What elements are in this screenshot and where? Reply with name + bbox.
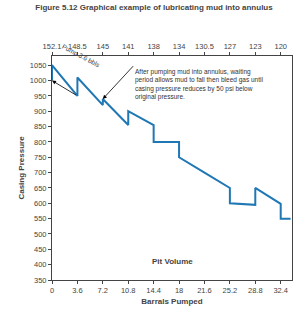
svg-text:Barrals Pumped: Barrals Pumped (141, 297, 202, 306)
svg-text:25.2: 25.2 (223, 286, 238, 295)
svg-text:550: 550 (34, 214, 47, 223)
svg-text:600: 600 (34, 199, 47, 208)
svg-text:130.5: 130.5 (195, 42, 214, 51)
svg-text:Casing Pressure: Casing Pressure (17, 136, 26, 200)
svg-text:700: 700 (34, 168, 47, 177)
svg-text:21.6: 21.6 (197, 286, 212, 295)
svg-text:850: 850 (34, 122, 47, 131)
svg-text:750: 750 (34, 153, 47, 162)
svg-text:123: 123 (249, 42, 262, 51)
svg-text:Figure 5.12 Graphical example: Figure 5.12 Graphical example of lubrica… (35, 3, 273, 12)
svg-text:152.1: 152.1 (43, 42, 62, 51)
svg-text:800: 800 (34, 138, 47, 147)
svg-text:127: 127 (224, 42, 237, 51)
svg-text:145: 145 (97, 42, 110, 51)
svg-text:0: 0 (50, 286, 54, 295)
svg-text:900: 900 (34, 107, 47, 116)
svg-text:3.6: 3.6 (72, 286, 82, 295)
svg-text:120: 120 (274, 42, 287, 51)
svg-text:650: 650 (34, 184, 47, 193)
svg-text:350: 350 (34, 276, 47, 285)
svg-text:134: 134 (173, 42, 186, 51)
svg-text:400: 400 (34, 260, 47, 269)
svg-text:148.5: 148.5 (68, 42, 87, 51)
svg-text:14.4: 14.4 (146, 286, 161, 295)
svg-text:950: 950 (34, 92, 47, 101)
svg-text:After pumping mud into annulus: After pumping mud into annulus, waitingp… (135, 68, 263, 101)
svg-text:500: 500 (34, 230, 47, 239)
svg-text:1050: 1050 (30, 61, 47, 70)
svg-text:10.8: 10.8 (121, 286, 136, 295)
svg-text:18: 18 (175, 286, 183, 295)
svg-text:Pump 3.6 bbls: Pump 3.6 bbls (60, 43, 101, 70)
svg-text:28.8: 28.8 (248, 286, 263, 295)
svg-text:450: 450 (34, 245, 47, 254)
svg-text:Pit Volume: Pit Volume (152, 257, 193, 266)
svg-text:32.4: 32.4 (273, 286, 288, 295)
svg-text:7.2: 7.2 (98, 286, 108, 295)
svg-text:1000: 1000 (30, 76, 47, 85)
svg-text:141: 141 (122, 42, 135, 51)
svg-text:138: 138 (147, 42, 160, 51)
